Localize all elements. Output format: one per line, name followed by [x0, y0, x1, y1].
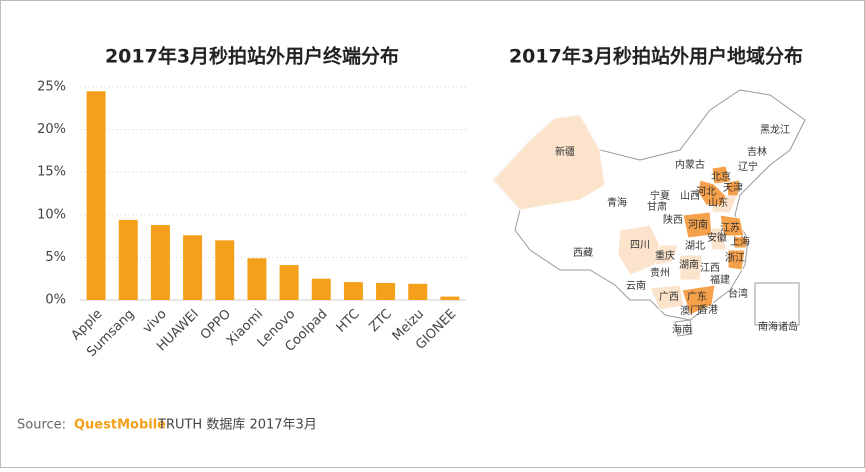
region — [682, 211, 713, 239]
bar — [343, 282, 363, 300]
bar — [247, 258, 267, 300]
source-label: Source: — [17, 418, 66, 433]
region-label: 山东 — [708, 196, 728, 209]
region — [733, 235, 749, 249]
region-label: 重庆 — [655, 249, 675, 262]
region-label: 宁夏 — [650, 189, 670, 202]
region-label: 天津 — [723, 182, 743, 194]
region-label: 四川 — [630, 240, 650, 251]
region-label: 贵州 — [650, 266, 670, 279]
bar — [311, 278, 331, 300]
region-label: 内蒙古 — [675, 158, 705, 171]
region-label: 北京 — [711, 170, 731, 183]
region-label: 陕西 — [663, 213, 683, 226]
region-label: 广西 — [659, 291, 679, 303]
region-label: 云南 — [626, 279, 646, 292]
region-label: 海南 — [672, 323, 692, 336]
region — [679, 254, 703, 281]
y-tick-label: 10% — [37, 207, 66, 222]
region-label: 澳门 — [680, 304, 700, 317]
y-tick-label: 20% — [37, 122, 66, 137]
region — [649, 284, 685, 311]
region — [711, 165, 731, 185]
region-label: 香港 — [698, 304, 718, 316]
inset-box — [754, 282, 800, 326]
bar — [215, 240, 235, 300]
chart-title: 2017年3月秒拍站外用户地域分布 — [509, 45, 803, 68]
region-label: 青海 — [607, 196, 627, 209]
region — [709, 227, 727, 251]
region-label: 甘肃 — [647, 200, 667, 213]
region-label: 新疆 — [555, 145, 575, 158]
region-label: 河北 — [696, 186, 716, 198]
region-label: 广东 — [687, 290, 707, 303]
y-tick-label: 5% — [45, 250, 66, 265]
y-tick-label: 15% — [37, 165, 66, 180]
bar — [408, 283, 428, 300]
region-label: 西藏 — [573, 247, 593, 259]
region — [617, 224, 661, 276]
bar — [150, 225, 170, 300]
bar — [376, 282, 396, 300]
region-label: 上海 — [730, 235, 750, 248]
region-label: 福建 — [710, 273, 730, 286]
bar — [86, 91, 106, 300]
region — [719, 214, 745, 237]
region — [725, 179, 741, 197]
region-label: 南海诸岛 — [758, 320, 798, 333]
y-tick-label: 0% — [45, 293, 66, 308]
region-label: 湖南 — [679, 258, 699, 271]
region-label: 河南 — [688, 218, 708, 231]
region — [681, 284, 716, 316]
region — [727, 249, 746, 271]
region-label: 安徽 — [707, 231, 727, 244]
y-tick-label: 25% — [37, 80, 66, 95]
region-label: 吉林 — [747, 145, 767, 158]
bar — [440, 296, 460, 300]
region-label: 浙江 — [725, 252, 745, 264]
region-label: 江西 — [700, 262, 720, 274]
chart-title: 2017年3月秒拍站外用户终端分布 — [105, 45, 399, 68]
region-label: 辽宁 — [738, 160, 758, 173]
region-label: 江苏 — [720, 221, 740, 234]
region-label: 黑龙江 — [760, 123, 790, 136]
bar — [118, 219, 138, 300]
bar — [279, 265, 299, 300]
source-brand: QuestMobile — [74, 418, 166, 433]
source-text: TRUTH 数据库 2017年3月 — [157, 417, 317, 433]
region — [492, 114, 606, 211]
island — [674, 319, 693, 337]
region-label: 湖北 — [685, 240, 705, 252]
region-label: 台湾 — [728, 287, 748, 300]
region-label: 山西 — [680, 190, 700, 202]
bar — [183, 235, 203, 300]
